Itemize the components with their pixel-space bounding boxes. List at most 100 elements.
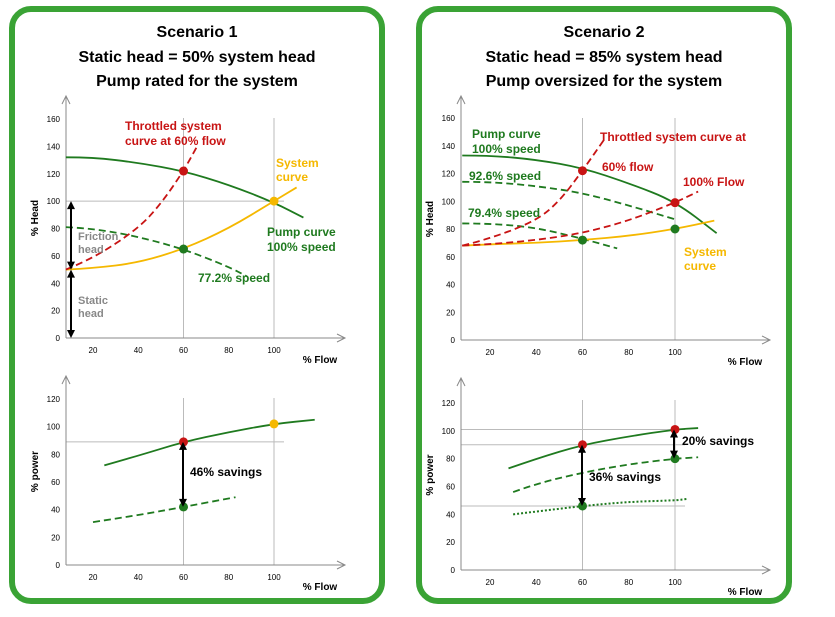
x-axis-arrow [761, 565, 772, 575]
x-tick-label: 40 [532, 348, 541, 357]
y-tick-label: 40 [51, 506, 60, 515]
y-axis-arrow [61, 94, 71, 105]
static-head-label: Static [78, 295, 108, 307]
y-tick-label: 20 [446, 538, 455, 547]
speed-794-label: 79.4% speed [468, 206, 540, 220]
series-line [65, 186, 298, 271]
pump-curve-label: Pump curve [267, 225, 336, 239]
pump-curve-label: 100% speed [267, 240, 336, 254]
panel-subtitle-1: Static head = 85% system head [485, 49, 723, 66]
x-axis-arrow [336, 560, 347, 570]
friction-head-arrow-head [67, 261, 75, 270]
throttled-label: curve at 60% flow [125, 134, 226, 148]
data-point [179, 166, 188, 176]
y-axis-arrow [456, 94, 466, 105]
y-tick-label: 20 [446, 308, 455, 317]
y-tick-label: 20 [51, 533, 60, 542]
static-head-arrow-head [67, 269, 75, 278]
system-curve-label: curve [276, 170, 308, 184]
data-point [269, 419, 279, 429]
savings-36-label: 36% savings [589, 470, 661, 484]
data-point [578, 501, 587, 511]
x-axis-title: % Flow [728, 357, 763, 368]
series-line [462, 136, 607, 247]
y-tick-label: 0 [56, 561, 61, 570]
x-tick-label: 60 [578, 348, 587, 357]
x-tick-label: 80 [624, 578, 633, 587]
friction-head-arrow-head [67, 201, 75, 210]
y-tick-label: 100 [442, 197, 456, 206]
x-tick-label: 40 [532, 578, 541, 587]
series-line [512, 456, 699, 493]
y-tick-label: 60 [51, 252, 60, 261]
savings-36-arrow-head [578, 497, 586, 506]
x-axis-arrow [336, 333, 347, 343]
y-tick-label: 80 [51, 450, 60, 459]
reference-lines [461, 400, 685, 570]
x-tick-label: 60 [179, 573, 188, 582]
x-axis-arrow [761, 335, 772, 345]
x-axis-title: % Flow [303, 582, 338, 593]
y-axis-arrow [456, 376, 466, 387]
speed-926-label: 92.6% speed [469, 169, 541, 183]
y-tick-label: 160 [442, 114, 456, 123]
x-tick-label: 20 [486, 348, 495, 357]
data-point [179, 244, 188, 254]
series-line [65, 156, 304, 219]
axes: 0 20 40 60 80 100 120 140 160 20 40 60 80 100 % Head % … [30, 94, 347, 366]
x-tick-label: 40 [134, 346, 143, 355]
x-tick-label: 20 [89, 573, 98, 582]
y-axis-arrow [61, 374, 71, 385]
y-tick-label: 0 [451, 566, 456, 575]
series-line [508, 427, 699, 470]
x-axis-title: % Flow [728, 587, 763, 598]
y-tick-label: 100 [47, 423, 61, 432]
series-line [462, 190, 699, 247]
y-tick-label: 60 [51, 478, 60, 487]
x-tick-label: 20 [486, 578, 495, 587]
y-tick-label: 100 [442, 427, 456, 436]
savings-36-arrow-head [578, 444, 586, 453]
friction-head-label: head [78, 244, 104, 256]
savings-arrow-head [179, 441, 187, 450]
y-axis-title: % power [30, 451, 41, 492]
series-line [462, 180, 676, 221]
y-axis-title: % Head [425, 201, 436, 237]
static-head-label: head [78, 308, 104, 320]
system-curve-label: System [276, 156, 319, 170]
x-tick-label: 100 [668, 578, 682, 587]
y-tick-label: 60 [446, 483, 455, 492]
x-tick-label: 20 [89, 346, 98, 355]
system-curve-label: curve [684, 259, 716, 273]
panel-title: Scenario 1 [156, 24, 238, 41]
panel-title: Scenario 2 [563, 24, 645, 41]
data-point [179, 437, 188, 447]
y-tick-label: 80 [446, 455, 455, 464]
data-point [670, 224, 680, 234]
y-tick-label: 20 [51, 307, 60, 316]
x-tick-label: 80 [224, 573, 233, 582]
friction-head-label: Friction [78, 231, 119, 243]
flow100-label: 100% Flow [683, 175, 745, 189]
panel-subtitle-2: Pump oversized for the system [485, 73, 723, 90]
y-tick-label: 120 [47, 395, 61, 404]
y-tick-label: 140 [442, 142, 456, 151]
x-tick-label: 60 [179, 346, 188, 355]
series-line [513, 498, 687, 516]
y-tick-label: 60 [446, 253, 455, 262]
savings-20-arrow-head [670, 450, 678, 459]
y-tick-label: 80 [446, 225, 455, 234]
y-tick-label: 100 [47, 197, 61, 206]
y-tick-label: 40 [51, 279, 60, 288]
axes: 0 20 40 60 80 100 120 20 40 60 80 100 % power % Flow [425, 376, 772, 598]
y-tick-label: 160 [47, 115, 61, 124]
x-tick-label: 80 [224, 346, 233, 355]
y-tick-label: 0 [56, 334, 61, 343]
y-tick-label: 140 [47, 142, 61, 151]
savings-20-arrow-head [670, 429, 678, 438]
data-point [670, 454, 680, 464]
series-line [65, 226, 248, 278]
x-axis-title: % Flow [303, 355, 338, 366]
reference-lines [66, 398, 284, 565]
